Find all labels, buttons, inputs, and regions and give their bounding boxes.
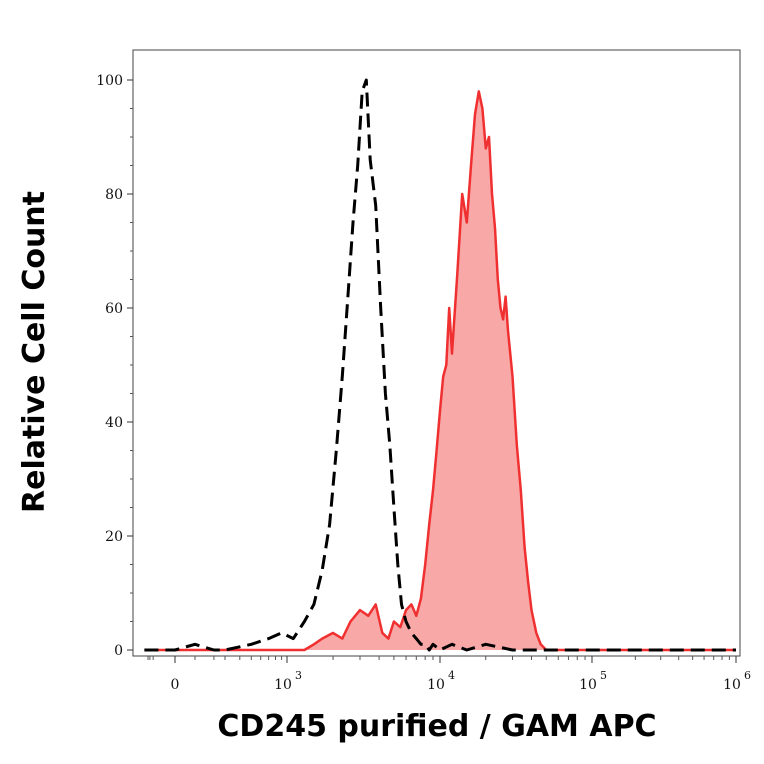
series-line-filled xyxy=(144,90,736,652)
plot-area xyxy=(132,49,741,657)
y-tick-label: 0 xyxy=(114,643,123,659)
series-layer xyxy=(144,78,736,652)
x-tick-exponent: 6 xyxy=(744,669,751,682)
y-axis-title: Relative Cell Count xyxy=(17,191,52,513)
x-tick-label: 10 xyxy=(427,677,445,693)
y-tick-label: 80 xyxy=(105,187,123,203)
x-tick-exponent: 5 xyxy=(600,669,607,682)
x-tick-label: 10 xyxy=(579,677,597,693)
y-tick-label: 60 xyxy=(105,301,123,317)
x-axis-title: CD245 purified / GAM APC xyxy=(217,709,656,744)
series-area-filled xyxy=(144,91,736,650)
x-tick-label: 0 xyxy=(171,677,180,693)
x-tick-label: 10 xyxy=(723,677,741,693)
x-tick-exponent: 4 xyxy=(448,669,455,682)
plot-frame xyxy=(132,49,741,657)
y-tick-label: 20 xyxy=(105,529,123,545)
y-axis: 0 20 40 60 80 100 xyxy=(96,73,133,659)
series-line-dashed xyxy=(144,78,736,652)
x-tick-exponent: 3 xyxy=(295,669,302,682)
y-tick-label: 40 xyxy=(105,415,123,431)
y-tick-label: 100 xyxy=(96,73,123,89)
x-tick-label: 10 xyxy=(274,677,292,693)
